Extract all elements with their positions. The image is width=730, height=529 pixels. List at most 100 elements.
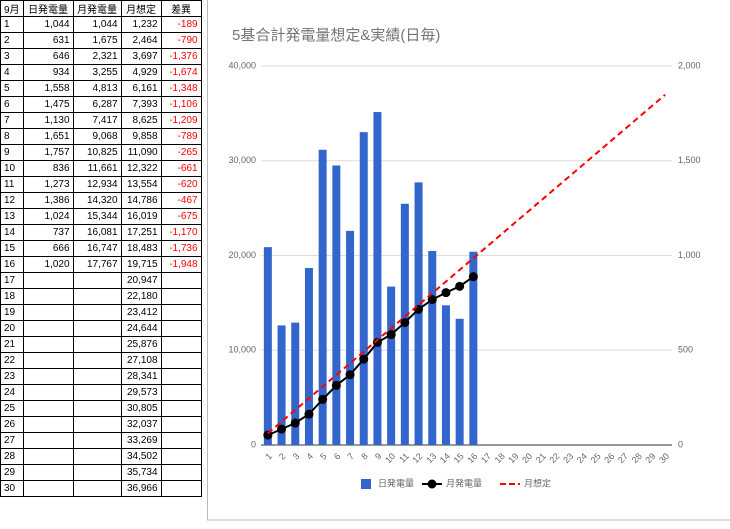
legend-label: 日発電量 xyxy=(378,477,414,488)
bar xyxy=(332,165,341,446)
line-marker xyxy=(441,288,451,298)
x-tick-label: 15 xyxy=(452,451,466,465)
x-tick-label: 6 xyxy=(332,451,343,462)
sheet-row: 13 1,024 15,344 16,019 -675 xyxy=(0,208,202,225)
sheet-row: 29 35,734 xyxy=(0,464,202,481)
x-tick-label: 1 xyxy=(263,451,274,462)
bar xyxy=(455,318,464,445)
sheet-body: 9月 日発電量 月発電量 月想定 差異 1 1,044 1,044 1,232 -189 2 631 1… xyxy=(0,0,202,497)
line-marker xyxy=(455,281,465,291)
sheet-row: 25 30,805 xyxy=(0,400,202,417)
sheet-cell: -789 xyxy=(160,128,202,145)
sheet-row: 1 1,044 1,044 1,232 -189 xyxy=(0,16,202,33)
spreadsheet: 9月 日発電量 月発電量 月想定 差異 1 1,044 1,044 1,232 -189 2 631 1… xyxy=(0,0,202,497)
sheet-row: 26 32,037 xyxy=(0,416,202,433)
x-tick-label: 7 xyxy=(346,451,357,462)
x-tick-label: 9 xyxy=(373,451,384,462)
x-tick-label: 5 xyxy=(318,451,329,462)
y-tick-label: 0 xyxy=(251,439,256,449)
sheet-row: 3 646 2,321 3,697 -1,376 xyxy=(0,48,202,65)
y2-tick-label: 0 xyxy=(678,439,683,449)
y2-tick-label: 1,000 xyxy=(678,250,701,260)
legend-label: 月想定 xyxy=(524,477,551,488)
sheet-row: 9 1,757 10,825 11,090 -265 xyxy=(0,144,202,161)
line-marker xyxy=(359,354,369,364)
line-marker xyxy=(263,430,273,440)
x-tick-label: 14 xyxy=(438,451,452,465)
sheet-row: 30 36,966 xyxy=(0,480,202,497)
line-marker xyxy=(427,295,437,305)
line-marker xyxy=(345,370,355,380)
bar xyxy=(277,325,286,445)
sheet-row: 18 22,180 xyxy=(0,288,202,305)
x-tick-label: 18 xyxy=(493,451,507,465)
bar xyxy=(359,132,368,445)
legend-swatch xyxy=(361,479,371,489)
sheet-cell: 30 xyxy=(0,480,24,497)
y-tick-label: 30,000 xyxy=(228,155,256,165)
line-marker xyxy=(400,317,410,327)
x-tick-label: 30 xyxy=(657,451,671,465)
bar xyxy=(373,112,382,446)
line-marker xyxy=(277,424,287,434)
sheet-row: 21 25,876 xyxy=(0,336,202,353)
sheet-row: 12 1,386 14,320 14,786 -467 xyxy=(0,192,202,209)
x-tick-label: 8 xyxy=(359,451,370,462)
line-marker xyxy=(414,304,424,314)
bar xyxy=(291,322,300,445)
sheet-row: 9月 日発電量 月発電量 月想定 差異 xyxy=(0,0,202,17)
sheet-row: 28 34,502 xyxy=(0,448,202,465)
chart-frame xyxy=(207,0,730,521)
line xyxy=(267,93,666,435)
sheet-row: 24 29,573 xyxy=(0,384,202,401)
x-tick-label: 28 xyxy=(630,451,644,465)
sheet-row: 14 737 16,081 17,251 -1,170 xyxy=(0,224,202,241)
legend-label: 月発電量 xyxy=(446,477,482,488)
x-tick-label: 2 xyxy=(277,451,288,462)
legend-marker xyxy=(427,479,437,489)
bar xyxy=(318,149,327,445)
sheet-row: 23 28,341 xyxy=(0,368,202,385)
line-marker xyxy=(386,330,396,340)
line-marker xyxy=(372,337,382,347)
x-tick-label: 4 xyxy=(304,451,315,462)
sheet-row: 7 1,130 7,417 8,625 -1,209 xyxy=(0,112,202,129)
bar xyxy=(387,286,396,445)
x-tick-label: 16 xyxy=(465,451,479,465)
chart-title: 5基合計発電量想定&実績(日毎) xyxy=(232,27,440,44)
bar xyxy=(263,247,272,445)
bar xyxy=(428,250,437,445)
line-marker xyxy=(318,394,328,404)
bar xyxy=(346,230,355,445)
sheet-row: 6 1,475 6,287 7,393 -1,106 xyxy=(0,96,202,113)
x-tick-label: 12 xyxy=(410,451,424,465)
y2-tick-label: 1,500 xyxy=(678,155,701,165)
x-tick-label: 17 xyxy=(479,451,493,465)
x-tick-label: 26 xyxy=(602,451,616,465)
x-tick-label: 21 xyxy=(534,451,548,465)
x-tick-label: 19 xyxy=(506,451,520,465)
bar xyxy=(469,251,478,445)
x-tick-label: 20 xyxy=(520,451,534,465)
sheet-row: 22 27,108 xyxy=(0,352,202,369)
sheet-cell xyxy=(160,480,202,497)
x-tick-label: 29 xyxy=(643,451,657,465)
line xyxy=(267,275,474,437)
bar xyxy=(441,305,450,445)
y2-tick-label: 500 xyxy=(678,345,693,355)
x-tick-label: 24 xyxy=(575,451,589,465)
y2-tick-label: 2,000 xyxy=(678,60,701,70)
line-marker xyxy=(290,418,300,428)
line-marker xyxy=(331,380,341,390)
x-tick-label: 3 xyxy=(291,451,302,462)
x-tick-label: 13 xyxy=(424,451,438,465)
sheet-row: 4 934 3,255 4,929 -1,674 xyxy=(0,64,202,81)
y-tick-label: 10,000 xyxy=(228,345,256,355)
x-tick-label: 10 xyxy=(383,451,397,465)
x-tick-label: 11 xyxy=(397,451,411,465)
line-marker xyxy=(468,272,478,282)
line-marker xyxy=(304,409,314,419)
bar xyxy=(304,268,313,445)
